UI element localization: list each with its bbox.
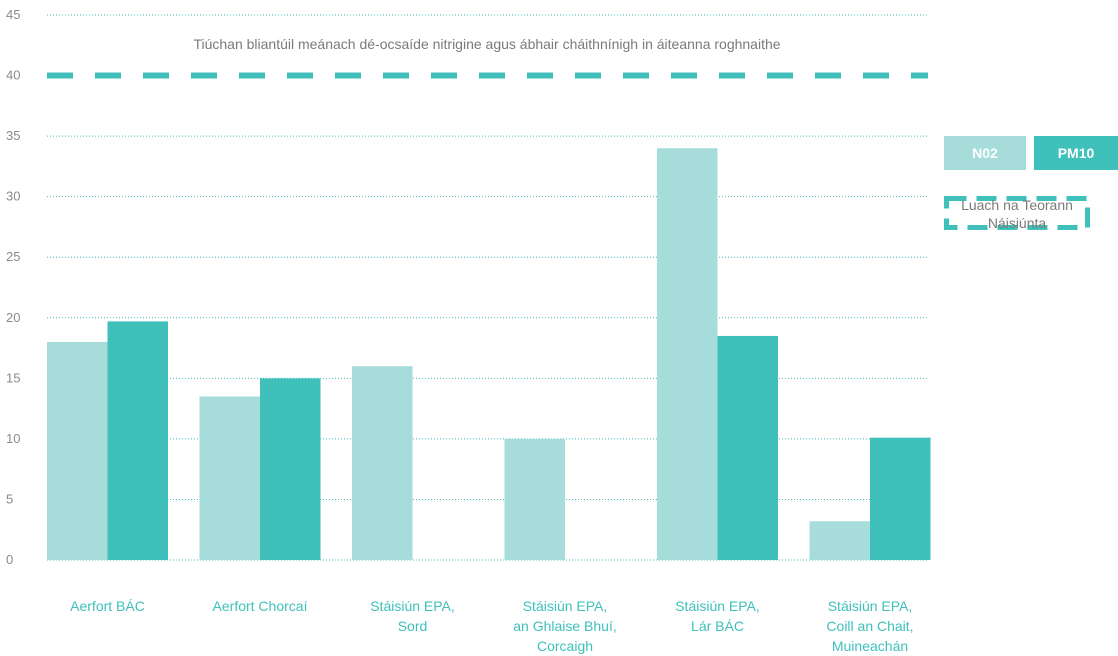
legend-item-n02: N02 (944, 136, 1026, 170)
y-tick-label: 30 (6, 189, 20, 204)
bars (47, 148, 931, 560)
y-tick-label: 10 (6, 431, 20, 446)
y-axis-ticks: 0 5 10 15 20 25 30 35 40 45 (6, 7, 20, 567)
y-tick-label: 5 (6, 491, 13, 506)
chart-title: Tiúchan bliantúil meánach dé-ocsaíde nit… (193, 36, 780, 52)
bar-n02-5 (809, 521, 870, 560)
legend-item-limit: Luach na Teorann Náisiúnta (944, 196, 1090, 231)
y-tick-label: 40 (6, 68, 20, 83)
category-label: Aerfort BÁC (70, 598, 145, 614)
bar-pm10-1 (260, 378, 321, 560)
y-tick-label: 45 (6, 7, 20, 22)
bar-n02-4 (657, 148, 718, 560)
y-tick-label: 35 (6, 128, 20, 143)
category-label: Stáisiún EPA, Lár BÁC (675, 598, 760, 634)
legend-item-pm10: PM10 (1034, 136, 1118, 170)
y-tick-label: 25 (6, 249, 20, 264)
bar-pm10-5 (870, 437, 931, 560)
grid-lines (47, 14, 928, 561)
y-tick-label: 0 (6, 552, 13, 567)
y-tick-label: 20 (6, 310, 20, 325)
bar-n02-0 (47, 342, 108, 560)
bar-n02-2 (352, 366, 413, 560)
category-labels: Aerfort BÁC Aerfort Chorcaí Stáisiún EPA, S… (70, 598, 913, 654)
bar-n02-3 (504, 438, 565, 560)
category-label: Stáisiún EPA, an Ghlaise Bhuí, Corcaigh (513, 598, 617, 654)
category-label: Stáisiún EPA, Coill an Chait, Muineachán (826, 598, 913, 654)
y-tick-label: 15 (6, 370, 20, 385)
legend-limit-label: Luach na Teorann Náisiúnta (961, 197, 1073, 231)
legend-limit-dashed-box (944, 196, 1090, 230)
category-label: Aerfort Chorcaí (213, 598, 308, 614)
bar-pm10-4 (717, 335, 778, 560)
category-label: Stáisiún EPA, Sord (370, 598, 455, 634)
bar-pm10-0 (107, 321, 168, 560)
bar-n02-1 (199, 396, 260, 560)
